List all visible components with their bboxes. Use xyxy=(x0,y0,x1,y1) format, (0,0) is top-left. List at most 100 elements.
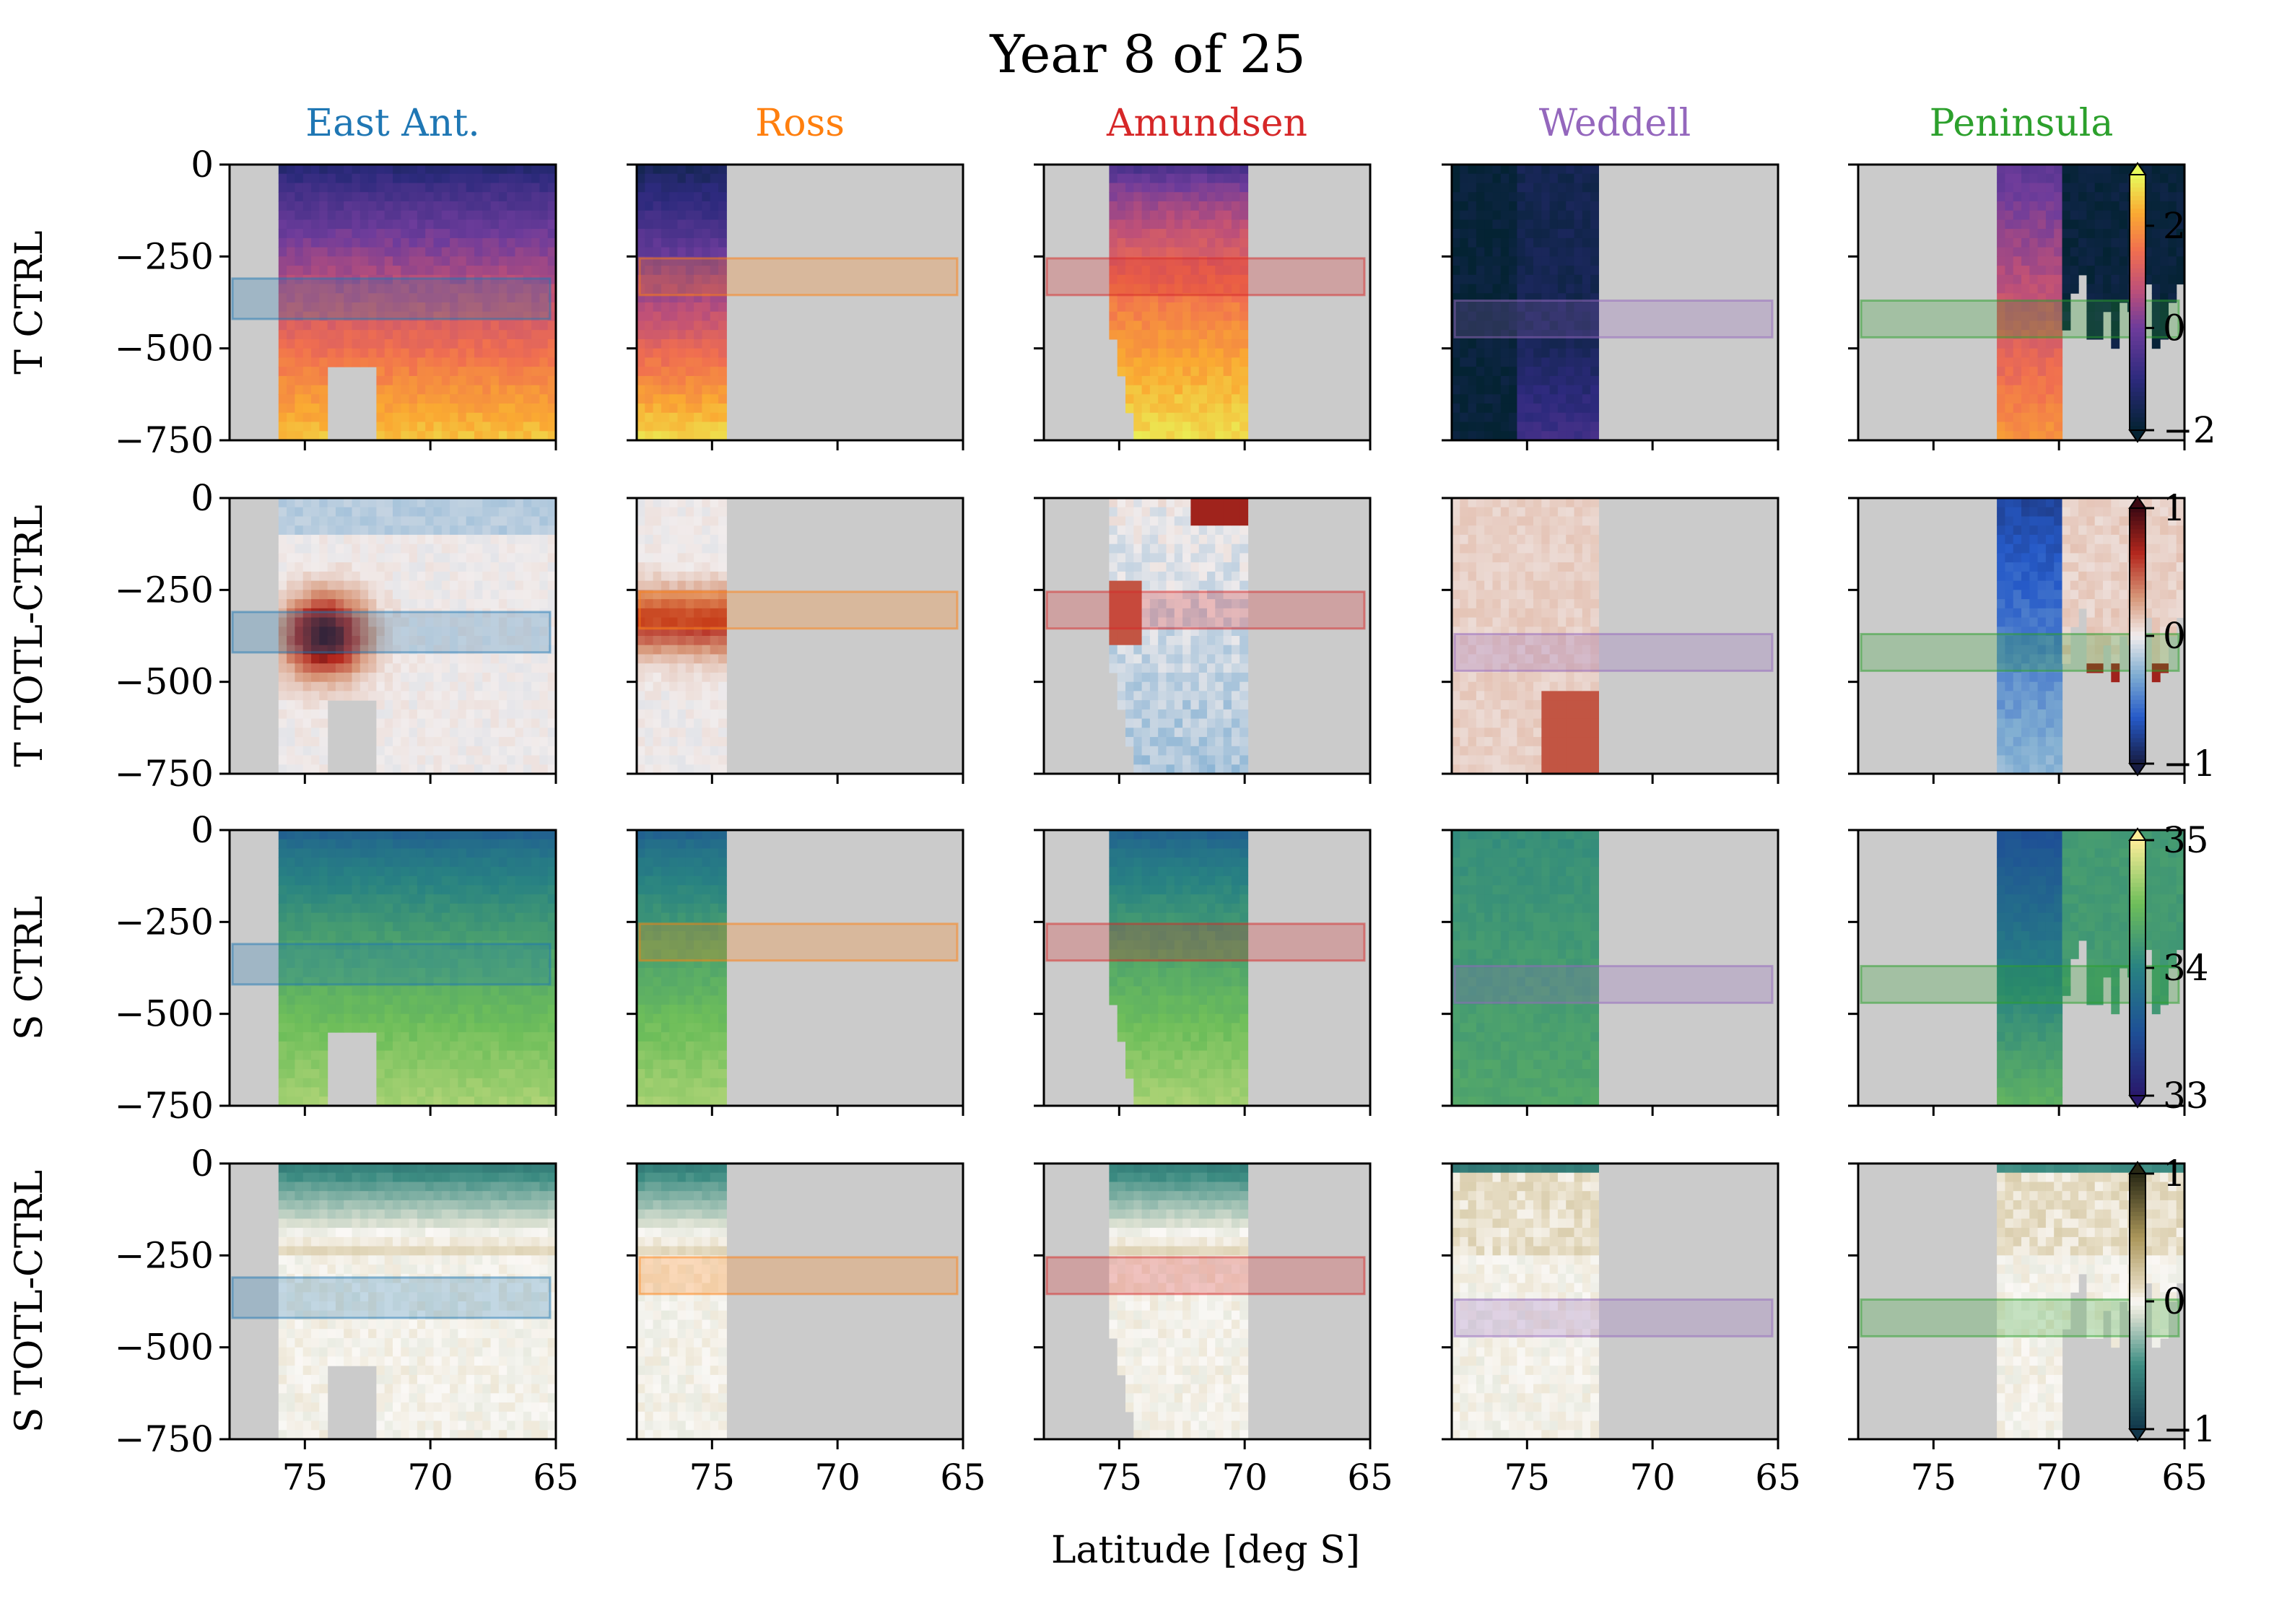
heatmap-cell xyxy=(1231,709,1240,720)
heatmap-cell xyxy=(1133,165,1143,175)
heatmap-cell xyxy=(685,590,694,600)
heatmap-cell xyxy=(1198,394,1208,404)
heatmap-cell xyxy=(458,412,467,423)
heatmap-cell xyxy=(417,385,426,395)
heatmap-cell xyxy=(287,636,295,646)
heatmap-cell xyxy=(352,266,361,276)
heatmap-cell xyxy=(360,237,369,248)
heatmap-cell xyxy=(2160,237,2169,248)
heatmap-cell xyxy=(433,681,443,691)
heatmap-cell xyxy=(547,330,557,340)
panel-0-2: Amundsen xyxy=(1034,102,1372,450)
heatmap-cell xyxy=(718,553,727,563)
heatmap-cell xyxy=(409,672,418,683)
heatmap-cell xyxy=(1215,617,1224,627)
heatmap-cell xyxy=(1182,599,1191,609)
heatmap-cell xyxy=(531,700,540,710)
heatmap-cell xyxy=(1207,764,1216,774)
heatmap-cell xyxy=(302,394,312,404)
colorbar-segment xyxy=(2130,362,2146,367)
heatmap-cell xyxy=(1484,636,1494,646)
heatmap-cell xyxy=(458,339,467,349)
heatmap-cell xyxy=(1198,422,1208,432)
heatmap-cell xyxy=(1158,266,1167,276)
heatmap-cell xyxy=(287,562,295,572)
heatmap-cell xyxy=(669,320,679,331)
heatmap-cell xyxy=(507,302,516,313)
heatmap-cell xyxy=(2005,266,2014,276)
heatmap-cell xyxy=(1158,728,1167,738)
heatmap-cell xyxy=(637,627,645,637)
heatmap-cell xyxy=(450,590,458,600)
heatmap-cell xyxy=(1149,764,1159,774)
heatmap-cell xyxy=(1190,219,1200,230)
heatmap-cell xyxy=(490,700,500,710)
heatmap-cell xyxy=(1582,229,1591,239)
heatmap-cell xyxy=(1574,183,1583,193)
heatmap-cell xyxy=(1452,339,1460,349)
heatmap-cell xyxy=(433,431,443,441)
heatmap-cell xyxy=(302,498,312,508)
heatmap-cell xyxy=(1492,709,1502,720)
heatmap-cell xyxy=(523,330,532,340)
heatmap-cell xyxy=(278,672,287,683)
heatmap-cell xyxy=(287,394,295,404)
heatmap-cell xyxy=(1117,201,1126,211)
heatmap-cell xyxy=(2103,165,2112,175)
heatmap-cell xyxy=(458,590,467,600)
heatmap-cell xyxy=(1549,375,1559,386)
heatmap-cell xyxy=(393,330,401,340)
heatmap-cell xyxy=(433,293,443,303)
heatmap-cell xyxy=(466,746,475,756)
heatmap-cell xyxy=(710,183,719,193)
heatmap-cell xyxy=(368,210,377,220)
heatmap-cell xyxy=(1240,385,1249,395)
heatmap-cell xyxy=(441,571,450,582)
heatmap-cell xyxy=(2013,183,2022,193)
heatmap-cell xyxy=(547,431,557,441)
heatmap-cell xyxy=(441,274,450,285)
heatmap-cell xyxy=(685,183,694,193)
heatmap-cell xyxy=(384,284,393,294)
heatmap-cell xyxy=(384,431,393,441)
heatmap-cell xyxy=(539,431,549,441)
heatmap-cell xyxy=(539,562,549,572)
heatmap-cell xyxy=(319,580,328,590)
heatmap-cell xyxy=(2037,274,2047,285)
heatmap-cell xyxy=(441,543,450,554)
heatmap-cell xyxy=(2021,201,2030,211)
heatmap-cell xyxy=(1997,412,2005,423)
heatmap-cell xyxy=(441,764,450,774)
heatmap-cell xyxy=(278,709,287,720)
heatmap-cell xyxy=(417,192,426,202)
heatmap-cell xyxy=(531,183,540,193)
heatmap-cell xyxy=(1215,311,1224,321)
heatmap-cell xyxy=(433,219,443,230)
heatmap-cell xyxy=(319,266,328,276)
heatmap-cell xyxy=(319,412,328,423)
heatmap-cell xyxy=(482,764,492,774)
heatmap-cell xyxy=(685,553,694,563)
heatmap-cell xyxy=(539,617,549,627)
heatmap-cell xyxy=(2160,183,2169,193)
heatmap-cell xyxy=(311,431,320,441)
heatmap-cell xyxy=(1182,201,1191,211)
heatmap-cell xyxy=(466,348,475,358)
heatmap-cell xyxy=(1174,516,1183,526)
heatmap-cell xyxy=(1468,755,1477,765)
heatmap-cell xyxy=(702,746,711,756)
heatmap-cell xyxy=(677,192,687,202)
heatmap-cell xyxy=(466,165,475,175)
heatmap-cell xyxy=(2005,412,2014,423)
heatmap-cell xyxy=(1166,627,1175,637)
heatmap-cell xyxy=(1223,431,1232,441)
heatmap-cell xyxy=(1215,636,1224,646)
heatmap-cell xyxy=(685,599,694,609)
heatmap-cell xyxy=(2143,165,2153,175)
heatmap-cell xyxy=(547,339,557,349)
heatmap-cell xyxy=(409,367,418,377)
heatmap-cell xyxy=(1484,192,1494,202)
heatmap-cell xyxy=(531,293,540,303)
heatmap-cell xyxy=(1557,357,1567,367)
heatmap-cell xyxy=(2037,330,2047,340)
